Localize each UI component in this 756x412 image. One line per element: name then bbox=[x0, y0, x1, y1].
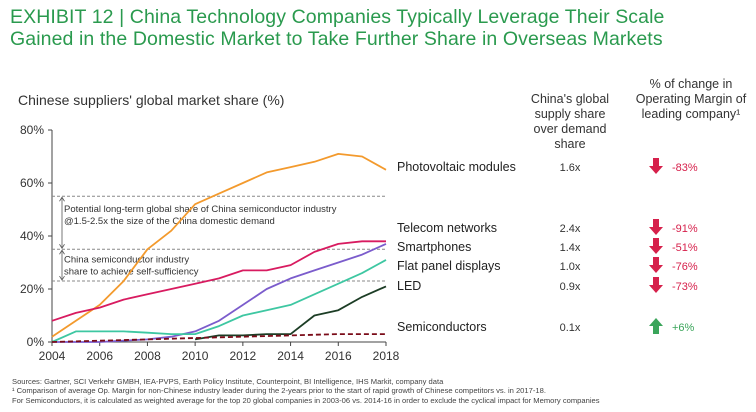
arrow-down-icon bbox=[649, 238, 663, 254]
series-label: LED bbox=[397, 279, 421, 293]
column-header-margin-change: % of change in Operating Margin of leadi… bbox=[635, 77, 747, 121]
x-tick-label: 2016 bbox=[325, 349, 352, 363]
x-tick-label: 2010 bbox=[182, 349, 209, 363]
arrow-down-icon bbox=[649, 257, 663, 273]
supply-ratio-value: 0.9x bbox=[560, 281, 581, 293]
x-tick-label: 2014 bbox=[277, 349, 304, 363]
annotation-text: Potential long-term global share of Chin… bbox=[64, 204, 337, 227]
x-tick-label: 2012 bbox=[230, 349, 257, 363]
x-tick-label: 2008 bbox=[134, 349, 161, 363]
annotation-text-line: Potential long-term global share of Chin… bbox=[64, 204, 337, 215]
annotation-text: China semiconductor industry share to ach… bbox=[64, 255, 199, 278]
series-label: Telecom networks bbox=[397, 221, 497, 235]
arrow-down-icon bbox=[649, 219, 663, 235]
y-tick-label: 80% bbox=[20, 123, 44, 137]
series-label: Semiconductors bbox=[397, 320, 487, 334]
series-line-led bbox=[194, 285, 387, 341]
margin-change-value: -91% bbox=[672, 223, 698, 235]
supply-ratio-value: 1.0x bbox=[560, 261, 581, 273]
supply-ratio-value: 0.1x bbox=[560, 322, 581, 334]
supply-ratio-value: 2.4x bbox=[560, 223, 581, 235]
footer-sources: Sources: Gartner, SCI Verkehr GMBH, IEA-… bbox=[12, 377, 444, 386]
supply-ratio-value: 1.4x bbox=[560, 242, 581, 254]
series-line-telecom-networks bbox=[51, 240, 386, 322]
annotation-background bbox=[60, 254, 220, 278]
supply-ratio-value: 1.6x bbox=[560, 162, 581, 174]
series-line-flat-panel-displays bbox=[51, 259, 387, 343]
margin-change-value: -83% bbox=[672, 162, 698, 174]
series-label: Smartphones bbox=[397, 240, 471, 254]
margin-change-value: +6% bbox=[672, 322, 695, 334]
annotation-arrowhead bbox=[59, 244, 65, 250]
x-tick-label: 2018 bbox=[373, 349, 400, 363]
series-label: Photovoltaic modules bbox=[397, 160, 516, 174]
annotation-arrowhead bbox=[59, 196, 65, 202]
title-line-2: Gained in the Domestic Market to Take Fu… bbox=[10, 28, 663, 50]
series-line-photovoltaic-modules bbox=[51, 153, 387, 338]
chart-title: Chinese suppliers' global market share (… bbox=[18, 92, 285, 108]
y-tick-label: 40% bbox=[20, 229, 44, 243]
series-label: Flat panel displays bbox=[397, 259, 501, 273]
annotation-arrowhead bbox=[59, 249, 65, 255]
annotation-text-line: China semiconductor industry bbox=[64, 255, 189, 266]
title-line-1: EXHIBIT 12 | China Technology Companies … bbox=[10, 6, 665, 28]
x-tick-label: 2006 bbox=[86, 349, 113, 363]
x-tick-label: 2004 bbox=[39, 349, 66, 363]
footer-note-1: ¹ Comparison of average Op. Margin for n… bbox=[12, 386, 546, 396]
column-header-supply-share: China's global supply share over demand … bbox=[530, 92, 610, 151]
margin-change-value: -51% bbox=[672, 242, 698, 254]
annotation-arrowhead bbox=[59, 275, 65, 281]
footer: Sources: Gartner, SCI Verkehr GMBH, IEA-… bbox=[12, 377, 752, 405]
footer-note-2: For Semiconductors, it is calculated as … bbox=[12, 395, 600, 405]
y-tick-label: 20% bbox=[20, 282, 44, 296]
arrow-down-icon bbox=[649, 158, 663, 174]
annotation-text-line: @1.5-2.5x the size of the China domestic… bbox=[64, 216, 275, 227]
exhibit-title: EXHIBIT 12 | China Technology Companies … bbox=[10, 6, 750, 50]
annotation-background bbox=[60, 204, 352, 234]
arrow-down-icon bbox=[649, 277, 663, 293]
y-tick-label: 60% bbox=[20, 176, 44, 190]
arrow-up-icon bbox=[649, 318, 663, 334]
margin-change-value: -73% bbox=[672, 281, 698, 293]
y-tick-label: 0% bbox=[27, 335, 45, 349]
margin-change-value: -76% bbox=[672, 261, 698, 273]
series-line-smartphones bbox=[52, 243, 387, 343]
